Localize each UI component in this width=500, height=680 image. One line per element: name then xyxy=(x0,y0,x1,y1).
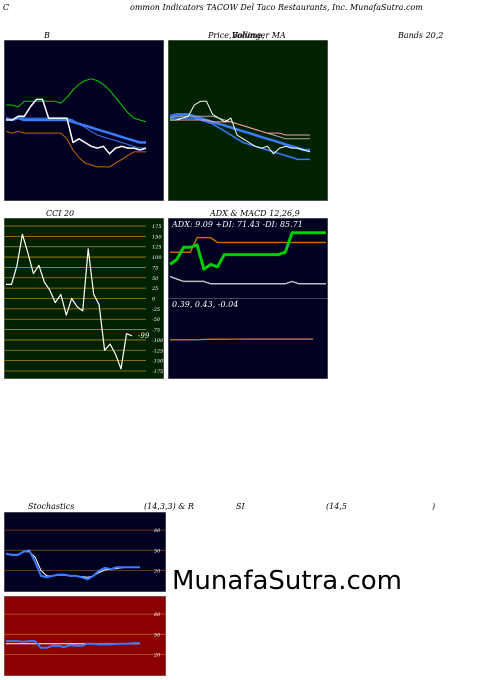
cci-tick-label: 150 xyxy=(152,234,162,240)
page-title: ommon Indicators TACOW Del Taco Restaura… xyxy=(130,3,423,12)
stoch-tick-label: 20 xyxy=(153,569,161,575)
cci-tick-label: -150 xyxy=(152,359,164,365)
lower-band-line xyxy=(5,130,146,168)
rsi-line xyxy=(6,640,140,649)
price-ma-label-a: Price, xyxy=(208,31,232,40)
price-line xyxy=(170,100,311,155)
price-ma-panel xyxy=(168,40,328,201)
rsi-tick-label: 20 xyxy=(153,653,161,659)
stoch-tick-label: 50 xyxy=(154,548,161,554)
price-ma-label-c: Bollinger MA xyxy=(232,31,286,40)
cci-tick-label: -75 xyxy=(152,328,160,334)
stoch-tick-label: 80 xyxy=(154,528,161,534)
cci-tick-label: 125 xyxy=(152,245,162,251)
rsi-tick-label: 50 xyxy=(154,632,161,638)
price-ma-label-b: Volume, xyxy=(232,31,265,40)
stochastics-label-d: (14,5 xyxy=(326,502,347,511)
stochastics-label-e: ) xyxy=(432,502,436,511)
ma-long-line xyxy=(170,117,310,161)
adx-panel xyxy=(168,218,328,299)
bollinger-label: B xyxy=(44,31,50,40)
rsi-tick-label: 80 xyxy=(154,612,161,618)
macd-panel xyxy=(168,298,328,379)
cci-tick-label: -100 xyxy=(152,338,164,344)
cci-label: CCI 20 xyxy=(46,209,75,218)
stochastics-label-a: Stochastics xyxy=(28,502,75,511)
adx-macd-label: ADX & MACD 12,26,9 xyxy=(210,209,300,218)
cci-tick-label: 50 xyxy=(152,276,159,282)
cci-line xyxy=(6,233,133,370)
cci-last-value: -99 xyxy=(138,332,150,340)
stochastics-label-b: (14,3,3) & R xyxy=(144,502,194,511)
ma-line xyxy=(5,115,146,149)
macd-values: 0.39, 0.43, -0.04 xyxy=(172,300,239,309)
cci-tick-label: 0 xyxy=(152,297,156,303)
cci-tick-label: 100 xyxy=(152,255,162,261)
ma-pink-line xyxy=(170,119,310,136)
cci-tick-label: -25 xyxy=(152,307,160,313)
watermark: MunafaSutra.com xyxy=(172,566,403,596)
cci-tick-label: -175 xyxy=(152,369,163,375)
cci-tick-label: -125 xyxy=(152,348,163,354)
middle-band-line xyxy=(5,116,146,144)
bollinger-panel xyxy=(4,40,164,201)
stochastics-panel: 80 50 20 xyxy=(4,512,166,592)
macd-line xyxy=(169,338,313,341)
price-line xyxy=(6,98,147,155)
bands-label: Bands 20,2 xyxy=(398,31,444,40)
rsi-panel: 80 50 20 xyxy=(4,596,166,676)
stoch-k-line xyxy=(5,549,140,581)
upper-band-line xyxy=(6,78,147,123)
adx-line xyxy=(170,236,326,253)
cci-tick-label: 175 xyxy=(152,224,162,230)
cci-tick-label: -50 xyxy=(152,317,161,323)
plus-di-line xyxy=(169,231,326,271)
cci-panel: 175 150 125 100 75 50 25 0 -25 -50 -75 -100 -125 -150… xyxy=(4,218,164,379)
minus-di-line xyxy=(169,275,326,285)
stochastics-label-c: SI xyxy=(236,502,245,511)
header-letter: C xyxy=(3,3,10,12)
cci-tick-label: 25 xyxy=(151,286,158,292)
adx-values: ADX: 9.09 +DI: 71.43 -DI: 85.71 xyxy=(172,220,303,229)
cci-tick-label: 75 xyxy=(152,265,158,271)
